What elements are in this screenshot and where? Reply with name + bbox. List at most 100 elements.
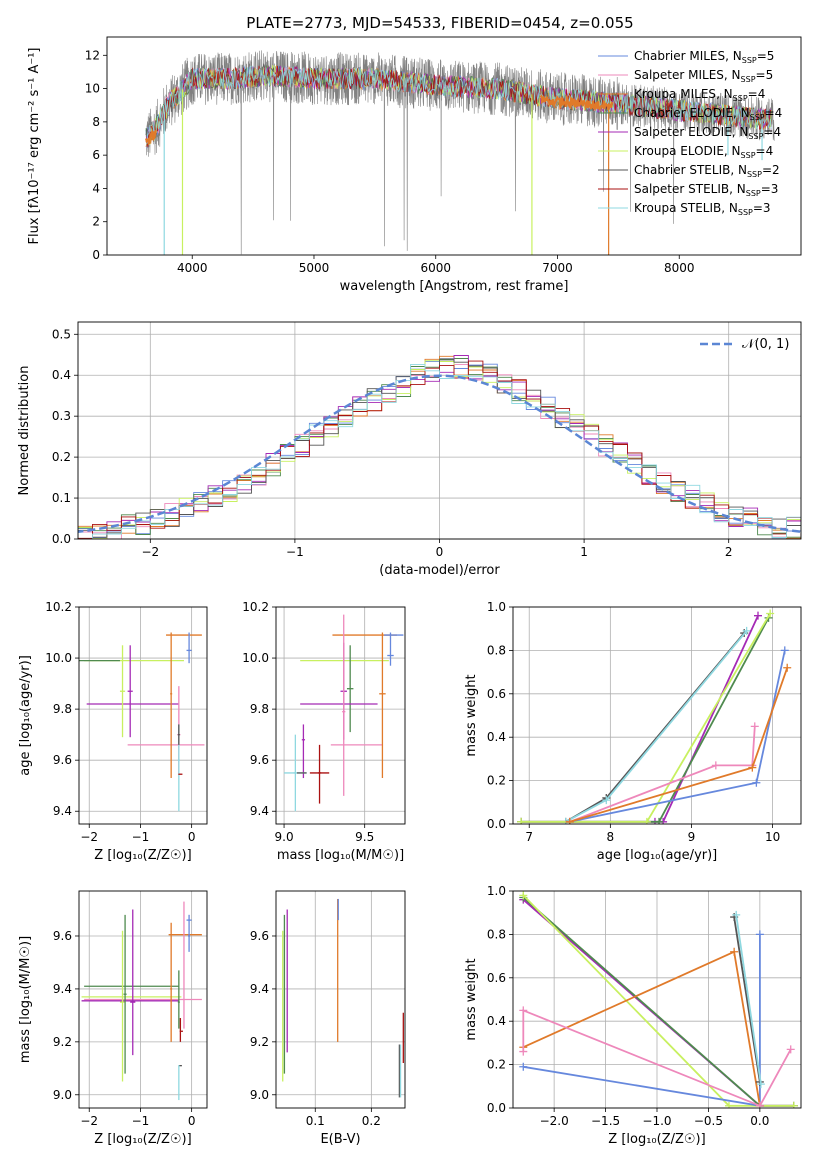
series-marker-kroupa_stelib xyxy=(756,1080,765,1089)
y-tick-label: 10.2 xyxy=(242,600,269,614)
chart-weight-vs-Z: −2.0 −1.5 −1.0 −0.5 0.0 0.0 0.2 0.4 0.6 0.8 1.0 Z [… xyxy=(464,884,802,1147)
series-marker-kroupa_elodie xyxy=(517,817,526,824)
axes-frame xyxy=(275,606,406,825)
x-tick-label: 5000 xyxy=(299,261,330,275)
x-tick-label: 0 xyxy=(436,545,444,559)
legend-entry-kroupa_miles: Kroupa MILES, NSSP=4 xyxy=(634,87,765,103)
chart-mass-vs-Z: −2 −1 0 9.0 9.2 9.4 9.6 Z [log₁₀(Z/Z☉)] mass [lo… xyxy=(18,890,208,1147)
x-tick-label: 0 xyxy=(188,830,196,844)
y-tick-label: 9.2 xyxy=(53,1035,72,1049)
x-tick-label: 0 xyxy=(188,1114,196,1128)
legend-nssp-value: =2 xyxy=(762,163,780,177)
y-tick-label: 9.0 xyxy=(53,1088,72,1102)
x-tick-label: −1.0 xyxy=(642,1114,671,1128)
series-line-salpeter_miles xyxy=(569,726,756,823)
y-tick-label: 9.4 xyxy=(53,804,72,818)
x-tick-label: −1 xyxy=(132,1114,150,1128)
x-tick-label: −0.5 xyxy=(694,1114,723,1128)
legend-nssp-value: =5 xyxy=(756,68,774,82)
series-line-salpeter_miles xyxy=(522,1009,792,1107)
x-axis-label: (data-model)/error xyxy=(379,563,500,578)
y-tick-label: 0.2 xyxy=(487,774,506,788)
y-axis-label: Flux [fλ10⁻¹⁷ erg cm⁻² s⁻¹ A⁻¹] xyxy=(27,48,42,245)
y-tick-label: 0.8 xyxy=(487,927,506,941)
series-marker-chabrier_miles xyxy=(752,778,761,787)
y-tick-label: 9.4 xyxy=(250,804,269,818)
legend-subscript: SSP xyxy=(746,189,761,198)
series-marker-kroupa_miles xyxy=(783,663,792,672)
x-tick-label: 1 xyxy=(580,545,588,559)
legend-subscript: SSP xyxy=(748,132,763,141)
legend-subscript: SSP xyxy=(741,75,756,84)
series-marker-kroupa_stelib xyxy=(742,626,751,635)
y-tick-label: 4 xyxy=(92,181,100,195)
legend-nssp-value: =3 xyxy=(761,182,779,196)
y-tick-label: 9.8 xyxy=(250,702,269,716)
y-tick-label: 0.0 xyxy=(487,817,506,831)
y-tick-label: 9.6 xyxy=(53,929,72,943)
legend-subscript: SSP xyxy=(747,170,762,179)
spectrum-model-kroupa_stelib xyxy=(145,65,772,145)
series-marker-salpeter_miles xyxy=(519,1006,528,1015)
legend-subscript: SSP xyxy=(738,208,753,217)
x-tick-label: −2 xyxy=(80,830,98,844)
series-marker-kroupa_elodie xyxy=(766,609,775,618)
legend-entry-salpeter_miles: Salpeter MILES, NSSP=5 xyxy=(634,68,773,84)
y-tick-label: 9.6 xyxy=(53,753,72,767)
x-tick-label: 8000 xyxy=(664,261,695,275)
x-tick-label: −1 xyxy=(286,545,304,559)
axes-frame xyxy=(78,890,208,1109)
series-marker-salpeter_miles xyxy=(711,761,720,770)
legend-entry-kroupa_elodie: Kroupa ELODIE, NSSP=4 xyxy=(634,144,773,160)
legend-subscript: SSP xyxy=(741,151,756,160)
legend-entry-chabrier_elodie: Chabrier ELODIE, NSSP=4 xyxy=(634,106,782,122)
legend-subscript: SSP xyxy=(742,56,757,65)
chart-residuals: −2 −1 0 1 2 0.0 0.1 0.2 0.3 0.4 0.5 (data-model)/er… xyxy=(17,321,802,578)
x-tick-label: 7 xyxy=(525,830,533,844)
series-marker-kroupa_miles xyxy=(730,947,739,956)
chart-age-vs-mass: 9.0 9.5 9.4 9.6 9.8 10.0 10.2 mass [log₁₀(M/M☉)… xyxy=(242,600,406,863)
x-tick-label: 2 xyxy=(725,545,733,559)
weight-vs-age-plot-area xyxy=(517,609,792,824)
mass-vs-ebv-plot-area xyxy=(282,898,404,1098)
y-tick-label: 0.2 xyxy=(52,450,71,464)
y-tick-label: 9.6 xyxy=(250,753,269,767)
x-axis-label: E(B-V) xyxy=(320,1132,360,1147)
age-vs-Z-plot-area xyxy=(79,632,205,812)
y-axis-label: mass weight xyxy=(464,674,479,756)
y-tick-label: 0.4 xyxy=(52,368,71,382)
x-tick-label: −1 xyxy=(132,830,150,844)
series-marker-salpeter_miles xyxy=(750,722,759,731)
weight-vs-Z-plot-area xyxy=(519,891,798,1108)
legend-nssp-value: =4 xyxy=(756,144,774,158)
legend-nssp-value: =4 xyxy=(763,125,781,139)
x-axis-label: mass [log₁₀(M/M☉)] xyxy=(277,848,404,863)
axes-frame xyxy=(512,890,802,1109)
x-axis-label: wavelength [Angstrom, rest frame] xyxy=(340,279,569,294)
y-tick-label: 0.0 xyxy=(52,532,71,546)
series-marker-kroupa_miles xyxy=(748,763,757,772)
y-tick-label: 9.4 xyxy=(250,982,269,996)
x-tick-label: −2 xyxy=(141,545,159,559)
series-marker-salpeter_elodie xyxy=(754,611,763,620)
y-tick-label: 9.6 xyxy=(250,929,269,943)
series-line-kroupa_stelib xyxy=(735,914,762,1085)
y-tick-label: 0.0 xyxy=(487,1101,506,1115)
x-tick-label: 4000 xyxy=(177,261,208,275)
series-marker-kroupa_stelib xyxy=(732,910,741,919)
series-marker-kroupa_elodie xyxy=(642,817,651,824)
legend-nssp-value: =5 xyxy=(757,49,775,63)
panels: 4000 5000 6000 7000 8000024681012wavelength … xyxy=(17,36,802,1147)
y-tick-label: 1.0 xyxy=(487,884,506,898)
legend-nssp-value: =4 xyxy=(765,106,783,120)
y-tick-label: 10.0 xyxy=(45,651,72,665)
series-marker-salpeter_miles xyxy=(519,1047,528,1056)
y-tick-label: 0.6 xyxy=(487,971,506,985)
legend-subscript: SSP xyxy=(733,94,748,103)
y-tick-label: 9.2 xyxy=(250,1035,269,1049)
y-tick-label: 0.5 xyxy=(52,327,71,341)
x-axis-label: Z [log₁₀(Z/Z☉)] xyxy=(94,1132,191,1147)
legend-entry-salpeter_stelib: Salpeter STELIB, NSSP=3 xyxy=(634,182,778,198)
x-tick-label: 8 xyxy=(607,830,615,844)
